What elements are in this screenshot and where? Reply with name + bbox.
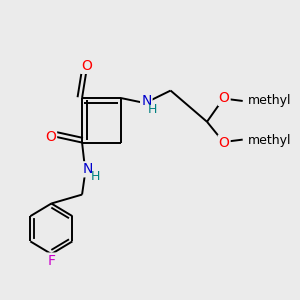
Text: H: H [147,103,157,116]
Text: O: O [81,59,92,73]
Text: O: O [219,136,230,150]
Text: F: F [47,254,56,268]
Text: H: H [91,170,101,183]
Text: N: N [82,162,93,176]
Text: N: N [141,94,152,108]
Text: methyl: methyl [248,94,291,107]
Text: methyl: methyl [248,134,291,147]
Text: O: O [219,91,230,105]
Text: O: O [45,130,56,144]
